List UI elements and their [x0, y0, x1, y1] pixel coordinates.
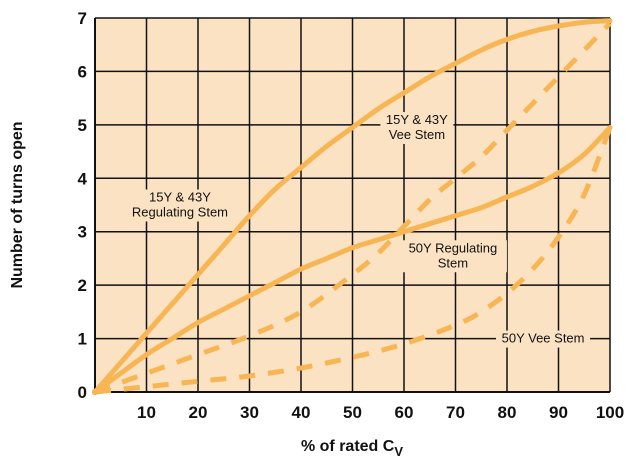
series-origin-point: [92, 389, 98, 395]
y-tick-label: 7: [78, 9, 87, 28]
series-line-1: [92, 18, 613, 395]
y-tick-label: 0: [78, 383, 87, 402]
x-tick-label: 80: [498, 403, 517, 422]
annotation-background: [380, 112, 454, 145]
x-axis-label-subscript: V: [394, 444, 403, 459]
x-tick-label: 100: [596, 403, 624, 422]
annotation-4-line-1: 50Y Vee Stem: [502, 331, 585, 346]
y-tick-label: 6: [78, 62, 87, 81]
y-ticks: 0 1 2 3 4 5 6 7: [78, 9, 88, 402]
series-layer: [92, 18, 613, 395]
y-tick-label: 1: [78, 330, 87, 349]
annotation-2-line-1: 15Y & 43Y: [386, 112, 448, 127]
x-tick-label: 40: [292, 403, 311, 422]
annotation-background: [398, 240, 507, 273]
annotation-1-line-1: 15Y & 43Y: [149, 190, 211, 205]
x-tick-label: 30: [240, 403, 259, 422]
annotation-background: [122, 189, 238, 222]
x-tick-label: 10: [137, 403, 156, 422]
annotation-1-line-2: Regulating Stem: [132, 205, 228, 220]
x-axis-label: % of rated C: [301, 438, 395, 455]
annotation-background: [496, 330, 591, 348]
y-tick-label: 5: [78, 116, 87, 135]
y-tick-label: 2: [78, 276, 87, 295]
annotation-2-line-2: Vee Stem: [389, 127, 445, 142]
annotation-3-line-2: Stem: [438, 255, 468, 270]
y-tick-label: 3: [78, 223, 87, 242]
y-axis-title: Number of turns open: [9, 121, 26, 288]
x-tick-label: 20: [189, 403, 208, 422]
grid: [94, 17, 611, 393]
x-tick-label: 70: [446, 403, 465, 422]
x-tick-label: 90: [549, 403, 568, 422]
x-tick-label: 50: [343, 403, 362, 422]
y-tick-label: 4: [78, 169, 88, 188]
x-tick-label: 60: [395, 403, 414, 422]
series-line-3: [92, 125, 613, 395]
series-line-2: [94, 21, 612, 395]
x-axis-title: % of rated CV: [301, 438, 403, 459]
x-ticks: 10 20 30 40 50 60 70 80 90 100: [137, 403, 624, 422]
annotation-3-line-1: 50Y Regulating: [409, 240, 498, 255]
series-line-4: [94, 126, 613, 395]
